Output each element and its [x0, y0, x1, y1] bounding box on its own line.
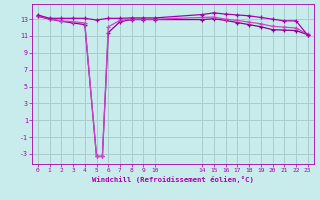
X-axis label: Windchill (Refroidissement éolien,°C): Windchill (Refroidissement éolien,°C)	[92, 176, 254, 183]
